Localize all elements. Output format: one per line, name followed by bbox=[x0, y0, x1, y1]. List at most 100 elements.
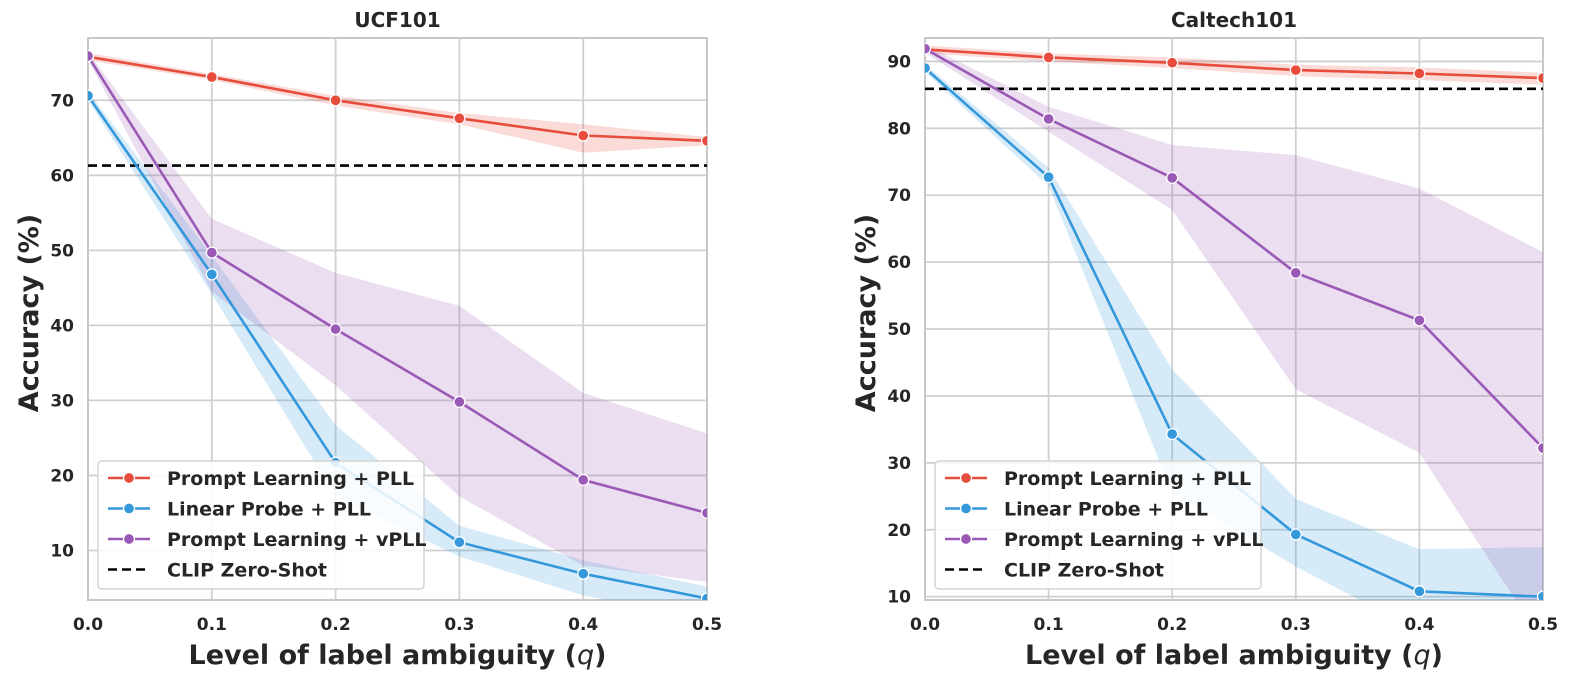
x-axis-label: Level of label ambiguity (q) bbox=[1025, 640, 1443, 671]
legend-label: Linear Probe + PLL bbox=[1004, 499, 1208, 521]
y-tick-label: 10 bbox=[887, 588, 911, 608]
x-tick-label: 0.2 bbox=[1157, 615, 1187, 635]
y-tick-label: 80 bbox=[887, 119, 911, 139]
x-tick-label: 0.1 bbox=[197, 615, 227, 635]
series-point-1 bbox=[1413, 585, 1426, 598]
legend-swatch-marker bbox=[122, 532, 136, 546]
y-tick-label: 30 bbox=[50, 391, 74, 411]
series-point-2 bbox=[1536, 441, 1543, 455]
x-axis-label-var: q bbox=[1414, 640, 1431, 671]
series-point-0 bbox=[1289, 63, 1302, 77]
series-point-1 bbox=[1166, 427, 1179, 441]
y-tick-label: 20 bbox=[50, 466, 74, 486]
series-point-2 bbox=[1413, 314, 1426, 327]
y-tick-label: 70 bbox=[887, 186, 911, 206]
series-point-0 bbox=[1413, 67, 1426, 80]
series-point-0 bbox=[1166, 56, 1179, 69]
series-band-2 bbox=[88, 52, 707, 583]
series-point-1 bbox=[1289, 528, 1302, 541]
x-axis-label-text: Level of label ambiguity ( bbox=[188, 640, 577, 671]
x-tick-label: 0.3 bbox=[1281, 615, 1311, 635]
y-tick-label: 70 bbox=[50, 91, 74, 111]
series-band-0 bbox=[88, 53, 707, 153]
x-tick-label: 0.5 bbox=[1528, 615, 1558, 635]
series-band-2 bbox=[925, 44, 1543, 600]
y-tick-label: 10 bbox=[50, 541, 74, 561]
legend-swatch-marker bbox=[959, 471, 973, 485]
y-tick-label: 90 bbox=[887, 52, 911, 72]
series-point-0 bbox=[329, 94, 342, 107]
series-point-2 bbox=[329, 322, 342, 336]
legend-label: CLIP Zero-Shot bbox=[1004, 560, 1164, 582]
chart-panel-1: 0.0 0.1 0.2 0.3 0.4 0.5 10 20 30 40 50 60 70 80 90 Calt… bbox=[851, 8, 1558, 671]
series-point-1 bbox=[577, 567, 590, 580]
series-line-2 bbox=[925, 47, 1543, 450]
series-point-1 bbox=[453, 536, 466, 549]
chart-panel-0: 0.0 0.1 0.2 0.3 0.4 0.5 10 20 30 40 50 60 70 UCF101 Le… bbox=[14, 8, 722, 671]
series-point-2 bbox=[925, 42, 932, 55]
x-tick-label: 0.0 bbox=[73, 615, 103, 635]
y-tick-label: 60 bbox=[50, 166, 74, 186]
legend: Prompt Learning + PLL Linear Probe + PLL P… bbox=[934, 460, 1263, 590]
series-point-0 bbox=[577, 129, 590, 142]
legend-frame bbox=[97, 460, 425, 590]
series-line-2 bbox=[88, 55, 707, 515]
x-axis-label-close: ) bbox=[1431, 640, 1443, 671]
legend-label: Prompt Learning + PLL bbox=[1004, 468, 1251, 490]
legend-label: CLIP Zero-Shot bbox=[167, 560, 327, 582]
x-tick-label: 0.1 bbox=[1034, 615, 1064, 635]
legend: Prompt Learning + PLL Linear Probe + PLL P… bbox=[97, 460, 426, 590]
y-tick-label: 50 bbox=[887, 320, 911, 340]
x-tick-label: 0.4 bbox=[1404, 615, 1434, 635]
series-point-0 bbox=[700, 134, 707, 147]
series-point-0 bbox=[1042, 51, 1055, 64]
legend-label: Prompt Learning + PLL bbox=[167, 468, 414, 490]
x-tick-label: 0.2 bbox=[321, 615, 351, 635]
x-axis-label: Level of label ambiguity (q) bbox=[188, 640, 606, 671]
y-tick-label: 40 bbox=[50, 316, 74, 336]
series-point-1 bbox=[205, 268, 218, 281]
legend-swatch-marker bbox=[959, 502, 973, 515]
y-axis-label: Accuracy (%) bbox=[851, 214, 882, 412]
x-tick-label: 0.0 bbox=[910, 615, 940, 635]
x-tick-label: 0.5 bbox=[692, 615, 722, 635]
series-point-2 bbox=[205, 246, 218, 259]
axes-frame bbox=[87, 37, 708, 601]
series-point-2 bbox=[1166, 171, 1179, 184]
x-axis-label-close: ) bbox=[594, 640, 606, 671]
legend-swatch-marker bbox=[122, 502, 136, 515]
series-band-0 bbox=[925, 45, 1543, 85]
legend-label: Prompt Learning + vPLL bbox=[1004, 529, 1263, 551]
series-point-0 bbox=[1536, 71, 1543, 85]
chart-title: Caltech101 bbox=[1171, 8, 1297, 32]
series-line-0 bbox=[88, 55, 707, 143]
x-axis-label-var: q bbox=[577, 640, 594, 671]
series-line-0 bbox=[925, 48, 1543, 80]
legend-frame bbox=[934, 460, 1262, 590]
y-tick-label: 50 bbox=[50, 241, 74, 261]
series-point-1 bbox=[1042, 171, 1055, 184]
series-point-0 bbox=[205, 70, 218, 84]
legend-swatch-marker bbox=[122, 471, 136, 485]
y-tick-label: 40 bbox=[887, 387, 911, 407]
y-tick-label: 60 bbox=[887, 253, 911, 273]
series-point-0 bbox=[453, 112, 466, 125]
series-point-2 bbox=[700, 506, 707, 520]
series-point-1 bbox=[925, 61, 932, 75]
legend-label: Prompt Learning + vPLL bbox=[167, 529, 426, 551]
series-point-2 bbox=[1289, 266, 1302, 279]
y-tick-label: 30 bbox=[887, 454, 911, 474]
chart-title: UCF101 bbox=[354, 8, 440, 32]
y-tick-label: 20 bbox=[887, 521, 911, 541]
y-axis-label: Accuracy (%) bbox=[14, 214, 45, 412]
series-point-2 bbox=[577, 473, 590, 487]
series-point-1 bbox=[700, 592, 707, 600]
axes-frame bbox=[924, 37, 1544, 601]
series-point-2 bbox=[1042, 112, 1055, 126]
x-axis-label-text: Level of label ambiguity ( bbox=[1025, 640, 1414, 671]
x-tick-label: 0.4 bbox=[568, 615, 598, 635]
series-point-2 bbox=[88, 49, 95, 63]
series-point-1 bbox=[88, 89, 95, 102]
series-point-2 bbox=[453, 395, 466, 409]
